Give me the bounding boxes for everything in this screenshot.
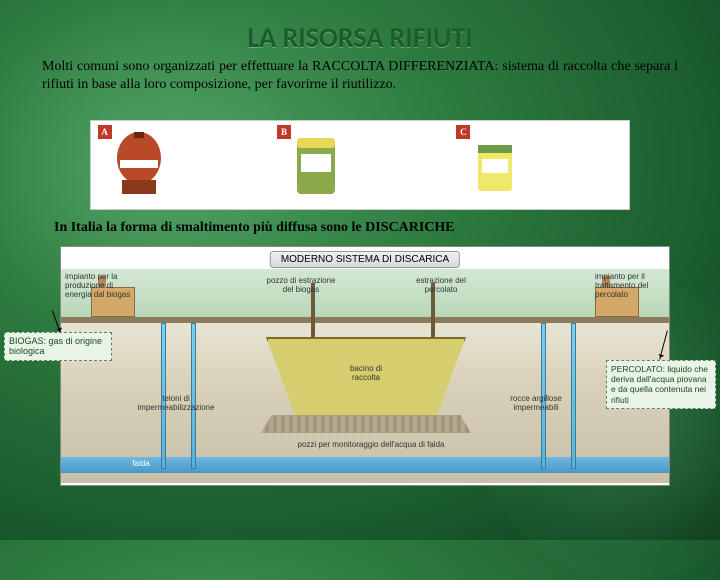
label-pozzo-biogas: pozzo di estrazione del biogas (261, 277, 341, 295)
bins-panel: A B C (90, 120, 630, 210)
diagram-title: MODERNO SISTEMA DI DISCARICA (270, 251, 460, 268)
callout-biogas: BIOGAS: gas di origine biologica (4, 332, 112, 361)
label-bacino: bacino di raccolta (336, 365, 396, 383)
label-rocce: rocce argillose impermeabili (491, 395, 581, 413)
bin-container-icon (293, 132, 339, 198)
callout-percolato: PERCOLATO: liquido che deriva dall'acqua… (606, 360, 716, 409)
intro-text: Molti comuni sono organizzati per effett… (42, 58, 678, 93)
label-plant-left: impianto per la produzione di energia da… (65, 273, 135, 299)
bin-c: C (454, 123, 624, 207)
bin-tag-b: B (277, 125, 291, 139)
bin-box-icon (472, 135, 518, 195)
diagram-sky (61, 269, 669, 317)
bin-tag-a: A (98, 125, 112, 139)
label-teloni: teloni di impermeabilizzazione (126, 395, 226, 413)
label-pozzi-falda: pozzi per monitoraggio dell'acqua di fal… (271, 441, 471, 450)
bin-a: A (96, 123, 266, 207)
clay-rock-layer (261, 415, 471, 433)
bin-tag-c: C (456, 125, 470, 139)
bin-bell-icon (114, 130, 164, 200)
label-falda: falda (121, 460, 161, 469)
landfill-diagram: MODERNO SISTEMA DI DISCARICA impianto pe… (60, 246, 670, 486)
subheading: In Italia la forma di smaltimento più di… (54, 220, 666, 236)
label-plant-right: impianto per il trattamento del percolat… (595, 273, 665, 299)
page-title: LA RISORSA RIFIUTI (0, 20, 720, 55)
bin-b: B (275, 123, 445, 207)
label-estrazione: estrazione del percolato (401, 277, 481, 295)
